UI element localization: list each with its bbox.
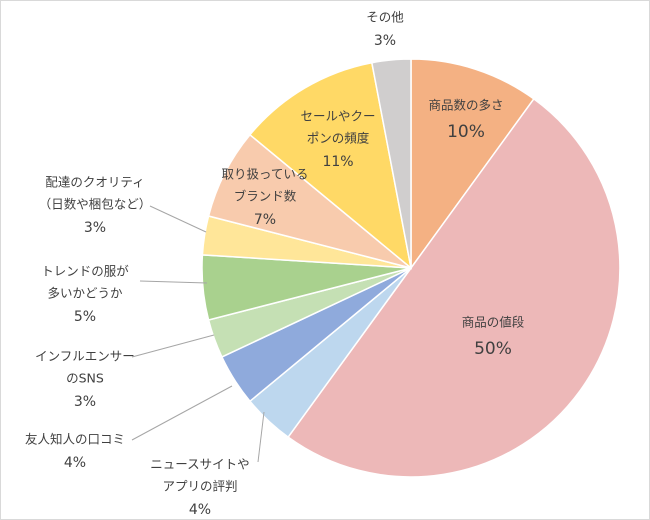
leader-line (131, 334, 215, 358)
slice-label: トレンドの服が (41, 264, 129, 279)
slice-value: 10% (447, 122, 485, 142)
pie-slice (287, 97, 621, 478)
pie-slice (410, 58, 535, 271)
slice-label: 商品の値段 (462, 315, 525, 330)
leader-line (131, 385, 233, 441)
slice-label: 配達のクオリティ (45, 175, 144, 190)
slice-value: 3% (84, 220, 106, 236)
slice-value: 50% (474, 339, 512, 359)
slice-value: 5% (74, 309, 96, 325)
slice-label: ブランド数 (234, 189, 297, 204)
slice-label: 商品数の多さ (428, 98, 503, 113)
slice-label: のSNS (66, 371, 104, 386)
slice-value: 4% (64, 455, 86, 471)
slice-value: 11% (322, 154, 353, 170)
pie-slice (248, 61, 413, 270)
slice-value: 7% (254, 212, 276, 228)
slice-label: ポンの頻度 (307, 131, 370, 146)
leader-line (257, 411, 265, 463)
slice-label: 多いかどうか (47, 286, 123, 301)
slice-label: ニュースサイトや (150, 457, 249, 472)
slice-label: （日数や梱包など） (39, 197, 152, 212)
slice-label: その他 (366, 10, 404, 25)
slice-value: 3% (374, 33, 396, 49)
slice-value: 3% (74, 394, 96, 410)
slice-label: セールやクー (300, 109, 375, 124)
slice-label: インフルエンサー (35, 349, 135, 364)
slice-label: アプリの評判 (162, 479, 237, 494)
slice-value: 4% (189, 502, 211, 518)
slice-label: 取り扱っている (222, 167, 309, 182)
slice-label: 友人知人の口コミ (25, 432, 125, 447)
pie-slice (370, 58, 412, 269)
leader-line (139, 280, 208, 284)
leader-line (149, 205, 207, 233)
